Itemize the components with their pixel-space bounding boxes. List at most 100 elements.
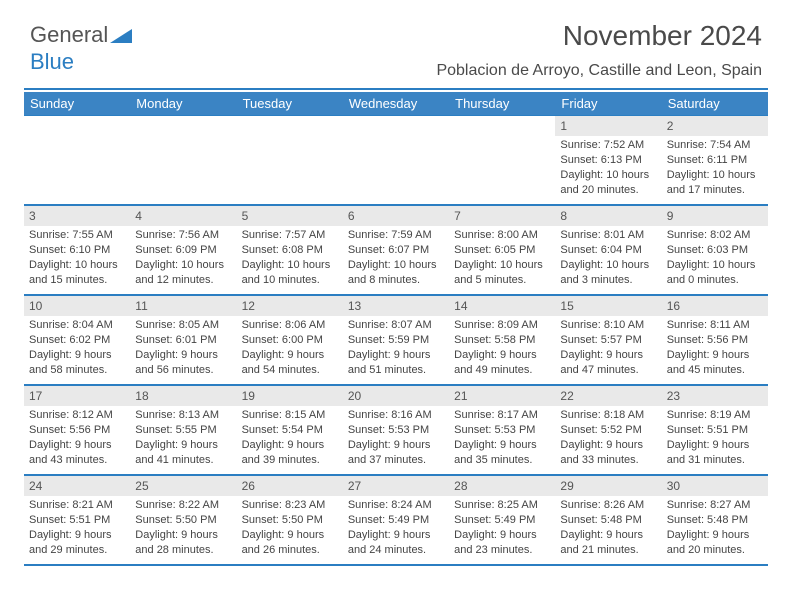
calendar-cell: . xyxy=(130,116,236,206)
sunset-text: Sunset: 6:00 PM xyxy=(242,333,338,348)
day-number: 8 xyxy=(555,206,661,226)
calendar-cell: 15Sunrise: 8:10 AMSunset: 5:57 PMDayligh… xyxy=(555,296,661,386)
sunrise-text: Sunrise: 7:59 AM xyxy=(348,228,444,243)
sunset-text: Sunset: 6:09 PM xyxy=(135,243,231,258)
calendar-cell: 7Sunrise: 8:00 AMSunset: 6:05 PMDaylight… xyxy=(449,206,555,296)
sunrise-text: Sunrise: 8:21 AM xyxy=(29,498,125,513)
daylight-text: Daylight: 9 hours and 31 minutes. xyxy=(667,438,763,468)
sunset-text: Sunset: 6:10 PM xyxy=(29,243,125,258)
daylight-text: Daylight: 9 hours and 49 minutes. xyxy=(454,348,550,378)
day-number: 5 xyxy=(237,206,343,226)
day-number: 27 xyxy=(343,476,449,496)
day-number: 29 xyxy=(555,476,661,496)
day-number: 4 xyxy=(130,206,236,226)
daylight-text: Daylight: 10 hours and 5 minutes. xyxy=(454,258,550,288)
calendar-cell: 21Sunrise: 8:17 AMSunset: 5:53 PMDayligh… xyxy=(449,386,555,476)
daylight-text: Daylight: 10 hours and 12 minutes. xyxy=(135,258,231,288)
day-number: 7 xyxy=(449,206,555,226)
sunset-text: Sunset: 6:03 PM xyxy=(667,243,763,258)
daylight-text: Daylight: 9 hours and 23 minutes. xyxy=(454,528,550,558)
sunrise-text: Sunrise: 8:17 AM xyxy=(454,408,550,423)
day-number: 3 xyxy=(24,206,130,226)
calendar-grid: SundayMondayTuesdayWednesdayThursdayFrid… xyxy=(24,92,768,566)
dayhead: Saturday xyxy=(662,92,768,116)
day-number: 16 xyxy=(662,296,768,316)
calendar-cell: 9Sunrise: 8:02 AMSunset: 6:03 PMDaylight… xyxy=(662,206,768,296)
sunrise-text: Sunrise: 8:25 AM xyxy=(454,498,550,513)
sunset-text: Sunset: 5:51 PM xyxy=(667,423,763,438)
day-number: 22 xyxy=(555,386,661,406)
sunset-text: Sunset: 5:50 PM xyxy=(135,513,231,528)
day-number: 6 xyxy=(343,206,449,226)
sunset-text: Sunset: 6:05 PM xyxy=(454,243,550,258)
calendar-cell: 19Sunrise: 8:15 AMSunset: 5:54 PMDayligh… xyxy=(237,386,343,476)
sunrise-text: Sunrise: 8:19 AM xyxy=(667,408,763,423)
daylight-text: Daylight: 10 hours and 3 minutes. xyxy=(560,258,656,288)
calendar-cell: 13Sunrise: 8:07 AMSunset: 5:59 PMDayligh… xyxy=(343,296,449,386)
sunset-text: Sunset: 5:48 PM xyxy=(667,513,763,528)
daylight-text: Daylight: 9 hours and 39 minutes. xyxy=(242,438,338,468)
sunset-text: Sunset: 6:04 PM xyxy=(560,243,656,258)
calendar-cell: 1Sunrise: 7:52 AMSunset: 6:13 PMDaylight… xyxy=(555,116,661,206)
daylight-text: Daylight: 9 hours and 20 minutes. xyxy=(667,528,763,558)
page-title: November 2024 xyxy=(563,20,762,52)
calendar-cell: 4Sunrise: 7:56 AMSunset: 6:09 PMDaylight… xyxy=(130,206,236,296)
sunrise-text: Sunrise: 8:06 AM xyxy=(242,318,338,333)
day-number: 11 xyxy=(130,296,236,316)
calendar-cell: . xyxy=(343,116,449,206)
daylight-text: Daylight: 9 hours and 37 minutes. xyxy=(348,438,444,468)
day-number: 30 xyxy=(662,476,768,496)
day-number: 26 xyxy=(237,476,343,496)
day-number: 14 xyxy=(449,296,555,316)
calendar-cell: 28Sunrise: 8:25 AMSunset: 5:49 PMDayligh… xyxy=(449,476,555,566)
dayhead: Friday xyxy=(555,92,661,116)
sunset-text: Sunset: 5:53 PM xyxy=(348,423,444,438)
calendar-cell: 17Sunrise: 8:12 AMSunset: 5:56 PMDayligh… xyxy=(24,386,130,476)
sunrise-text: Sunrise: 8:05 AM xyxy=(135,318,231,333)
day-number: 10 xyxy=(24,296,130,316)
header-rule xyxy=(24,88,768,90)
sunrise-text: Sunrise: 8:10 AM xyxy=(560,318,656,333)
daylight-text: Daylight: 9 hours and 41 minutes. xyxy=(135,438,231,468)
calendar-cell: 16Sunrise: 8:11 AMSunset: 5:56 PMDayligh… xyxy=(662,296,768,386)
daylight-text: Daylight: 9 hours and 54 minutes. xyxy=(242,348,338,378)
day-number: 17 xyxy=(24,386,130,406)
day-number: 9 xyxy=(662,206,768,226)
day-number: 24 xyxy=(24,476,130,496)
day-number: 20 xyxy=(343,386,449,406)
day-number: 28 xyxy=(449,476,555,496)
calendar-cell: 22Sunrise: 8:18 AMSunset: 5:52 PMDayligh… xyxy=(555,386,661,476)
day-number: 25 xyxy=(130,476,236,496)
sunset-text: Sunset: 5:59 PM xyxy=(348,333,444,348)
sunset-text: Sunset: 5:55 PM xyxy=(135,423,231,438)
sunset-text: Sunset: 6:13 PM xyxy=(560,153,656,168)
sunset-text: Sunset: 5:54 PM xyxy=(242,423,338,438)
sunset-text: Sunset: 6:08 PM xyxy=(242,243,338,258)
sunset-text: Sunset: 5:58 PM xyxy=(454,333,550,348)
daylight-text: Daylight: 9 hours and 29 minutes. xyxy=(29,528,125,558)
daylight-text: Daylight: 10 hours and 8 minutes. xyxy=(348,258,444,288)
sunrise-text: Sunrise: 8:09 AM xyxy=(454,318,550,333)
dayhead: Monday xyxy=(130,92,236,116)
sunset-text: Sunset: 5:49 PM xyxy=(348,513,444,528)
sunrise-text: Sunrise: 8:18 AM xyxy=(560,408,656,423)
sunrise-text: Sunrise: 8:22 AM xyxy=(135,498,231,513)
day-number: 2 xyxy=(662,116,768,136)
day-number: 19 xyxy=(237,386,343,406)
sunset-text: Sunset: 5:52 PM xyxy=(560,423,656,438)
daylight-text: Daylight: 9 hours and 56 minutes. xyxy=(135,348,231,378)
sunrise-text: Sunrise: 7:54 AM xyxy=(667,138,763,153)
calendar-cell: 11Sunrise: 8:05 AMSunset: 6:01 PMDayligh… xyxy=(130,296,236,386)
logo-triangle-icon xyxy=(110,23,132,49)
calendar-cell: 6Sunrise: 7:59 AMSunset: 6:07 PMDaylight… xyxy=(343,206,449,296)
sunset-text: Sunset: 5:48 PM xyxy=(560,513,656,528)
page-subtitle: Poblacion de Arroyo, Castille and Leon, … xyxy=(436,62,762,80)
day-number: 21 xyxy=(449,386,555,406)
sunset-text: Sunset: 5:56 PM xyxy=(667,333,763,348)
calendar-cell: . xyxy=(24,116,130,206)
sunrise-text: Sunrise: 8:24 AM xyxy=(348,498,444,513)
calendar-cell: 26Sunrise: 8:23 AMSunset: 5:50 PMDayligh… xyxy=(237,476,343,566)
sunset-text: Sunset: 5:57 PM xyxy=(560,333,656,348)
daylight-text: Daylight: 9 hours and 24 minutes. xyxy=(348,528,444,558)
sunrise-text: Sunrise: 8:11 AM xyxy=(667,318,763,333)
